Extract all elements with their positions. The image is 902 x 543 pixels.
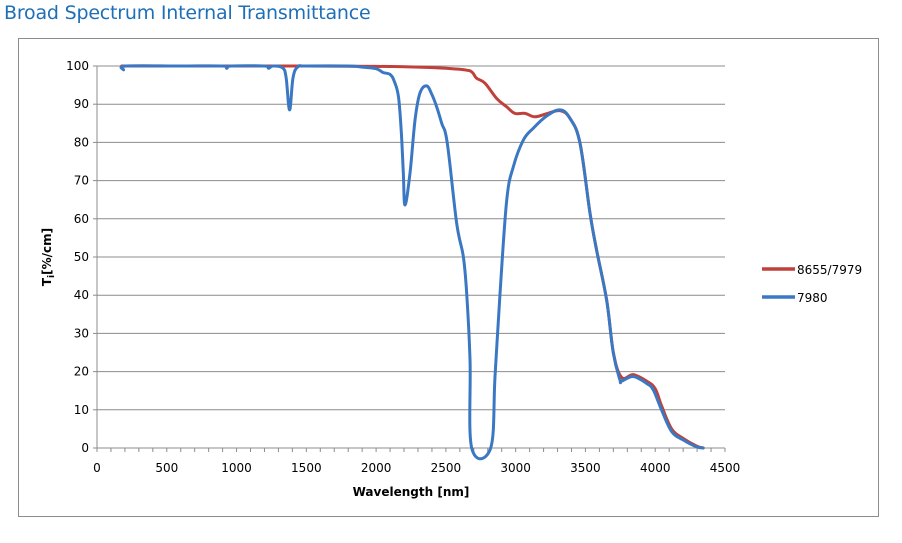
x-tick-label: 3500 [570, 461, 601, 475]
y-tick-label: 90 [74, 97, 89, 111]
y-tick-label: 30 [74, 326, 89, 340]
y-tick-label: 40 [74, 288, 89, 302]
y-axis-label-unit: [%/cm] [40, 228, 54, 275]
y-tick-label: 0 [81, 441, 89, 455]
y-tick-label: 20 [74, 365, 89, 379]
series-line-8655-7979 [120, 64, 705, 450]
x-tick-label: 4500 [710, 461, 741, 475]
x-tick-label: 500 [155, 461, 178, 475]
legend: 8655/7979 7980 [762, 263, 862, 305]
y-tick-label: 60 [74, 212, 89, 226]
legend-label-7980: 7980 [797, 291, 828, 305]
x-tick-label: 2000 [361, 461, 392, 475]
y-tick-label: 50 [74, 250, 89, 264]
chart-title: Broad Spectrum Internal Transmittance [4, 2, 371, 24]
y-tick-label: 80 [74, 135, 89, 149]
y-axis-label: Ti[%/cm] [40, 228, 57, 286]
y-axis-label-sub: i [47, 275, 57, 278]
x-tick-label: 2500 [431, 461, 462, 475]
x-tick-label: 1500 [291, 461, 322, 475]
x-tick-label: 4000 [640, 461, 671, 475]
legend-label-8655-7979: 8655/7979 [797, 263, 862, 277]
x-tick-label: 3000 [500, 461, 531, 475]
series-line-7980 [119, 64, 705, 461]
y-tick-label: 10 [74, 403, 89, 417]
y-tick-label: 100 [66, 59, 89, 73]
x-tick-label: 0 [93, 461, 101, 475]
y-axis-label-main: T [40, 277, 54, 286]
y-tick-label: 70 [74, 174, 89, 188]
x-axis-label: Wavelength [nm] [353, 485, 470, 499]
chart-frame [18, 38, 879, 517]
x-tick-label: 1000 [221, 461, 252, 475]
